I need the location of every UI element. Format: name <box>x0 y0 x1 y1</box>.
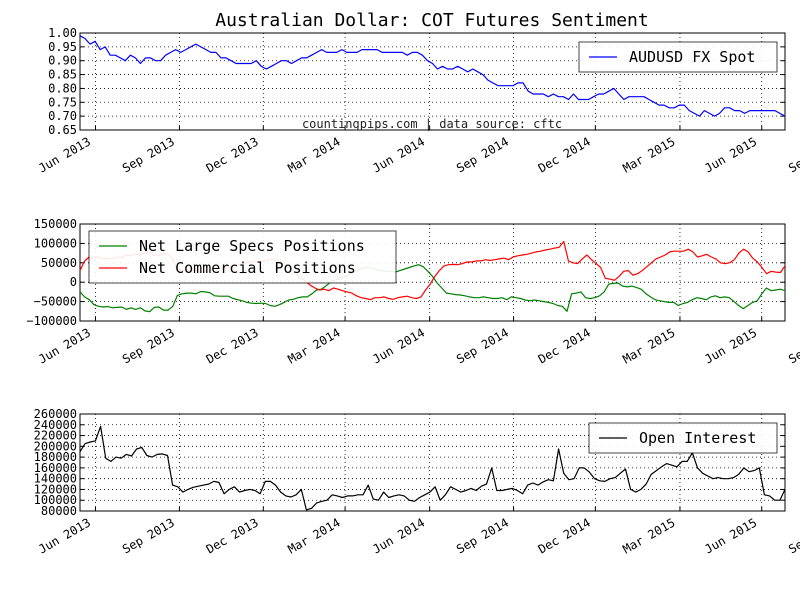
x-tick-label: Sep 2013 <box>120 325 177 366</box>
x-tick-label: Sep 2015 <box>786 134 800 175</box>
legend-box <box>88 230 397 284</box>
x-tick-label: Mar 2015 <box>620 134 677 175</box>
x-tick-label: Mar 2014 <box>286 134 343 175</box>
y-tick-label: 140000 <box>34 472 77 486</box>
x-tick-label: Dec 2013 <box>204 515 261 556</box>
y-tick-label: 240000 <box>34 418 77 432</box>
y-tick-label: 120000 <box>34 482 77 496</box>
legend-label: Open Interest <box>639 429 756 447</box>
x-tick-label: Mar 2015 <box>620 325 677 366</box>
y-tick-label: 100000 <box>34 493 77 507</box>
y-tick-label: 200000 <box>34 439 77 453</box>
y-tick-label: 1.00 <box>48 26 77 40</box>
y-tick-label: 160000 <box>34 461 77 475</box>
legend-label: Net Commercial Positions <box>139 259 356 277</box>
y-tick-label: 50000 <box>41 256 77 270</box>
y-tick-label: 0.80 <box>48 81 77 95</box>
series-line-net-large-specs-positions <box>79 264 786 313</box>
y-tick-label: 0.90 <box>48 54 77 68</box>
x-tick-label: Jun 2013 <box>36 515 93 556</box>
y-tick-label: 260000 <box>34 407 77 421</box>
series-line-open-interest <box>79 425 786 511</box>
y-tick-label: 150000 <box>34 217 77 231</box>
x-tick-label: Sep 2014 <box>454 515 511 556</box>
y-tick-label: 0.95 <box>48 40 77 54</box>
x-tick-label: Jun 2013 <box>36 325 93 366</box>
y-tick-label: 180000 <box>34 450 77 464</box>
y-tick-label: 0.65 <box>48 123 77 137</box>
y-tick-label: −100000 <box>26 314 77 328</box>
y-tick-label: 100000 <box>34 236 77 250</box>
y-tick-label: 220000 <box>34 429 77 443</box>
x-tick-label: Dec 2014 <box>536 325 593 366</box>
x-tick-label: Jun 2013 <box>36 134 93 175</box>
x-tick-label: Dec 2013 <box>204 134 261 175</box>
x-tick-label: Mar 2015 <box>620 515 677 556</box>
x-tick-label: Sep 2013 <box>120 515 177 556</box>
x-tick-label: Sep 2015 <box>786 325 800 366</box>
y-tick-label: 80000 <box>41 504 77 518</box>
x-tick-label: Sep 2014 <box>454 325 511 366</box>
series-line-audusd-fx-spot <box>79 35 786 117</box>
x-tick-label: Jun 2014 <box>370 134 427 175</box>
x-tick-label: Jun 2014 <box>370 325 427 366</box>
y-tick-label: 0.70 <box>48 109 77 123</box>
legend-label: AUDUSD FX Spot <box>629 48 755 66</box>
x-tick-label: Sep 2013 <box>120 134 177 175</box>
watermark-text: countingpips.com | data source: cftc <box>302 117 562 131</box>
x-tick-label: Mar 2014 <box>286 515 343 556</box>
x-tick-label: Jun 2015 <box>702 515 759 556</box>
legend-label: Net Large Specs Positions <box>139 237 365 255</box>
panel-spot: 0.650.700.750.800.850.900.951.00 Jun 2013… <box>36 26 800 175</box>
y-tick-label: 0.75 <box>48 95 77 109</box>
x-tick-label: Dec 2014 <box>536 134 593 175</box>
x-tick-label: Sep 2014 <box>454 134 511 175</box>
x-tick-label: Sep 2015 <box>786 515 800 556</box>
y-tick-label: 0.85 <box>48 68 77 82</box>
x-tick-label: Jun 2015 <box>702 134 759 175</box>
chart-title: Australian Dollar: COT Futures Sentiment <box>215 10 648 31</box>
x-tick-label: Dec 2013 <box>204 325 261 366</box>
panel-open-interest: 8000010000012000014000016000018000020000… <box>34 407 800 556</box>
panel-positions: −100000 −50000 0 50000 100000 150000 Jun 2013 S… <box>26 217 800 366</box>
x-tick-label: Jun 2015 <box>702 325 759 366</box>
y-tick-label: −50000 <box>34 295 77 309</box>
x-tick-label: Mar 2014 <box>286 325 343 366</box>
x-tick-label: Jun 2014 <box>370 515 427 556</box>
x-tick-label: Dec 2014 <box>536 515 593 556</box>
y-tick-label: 0 <box>70 275 77 289</box>
